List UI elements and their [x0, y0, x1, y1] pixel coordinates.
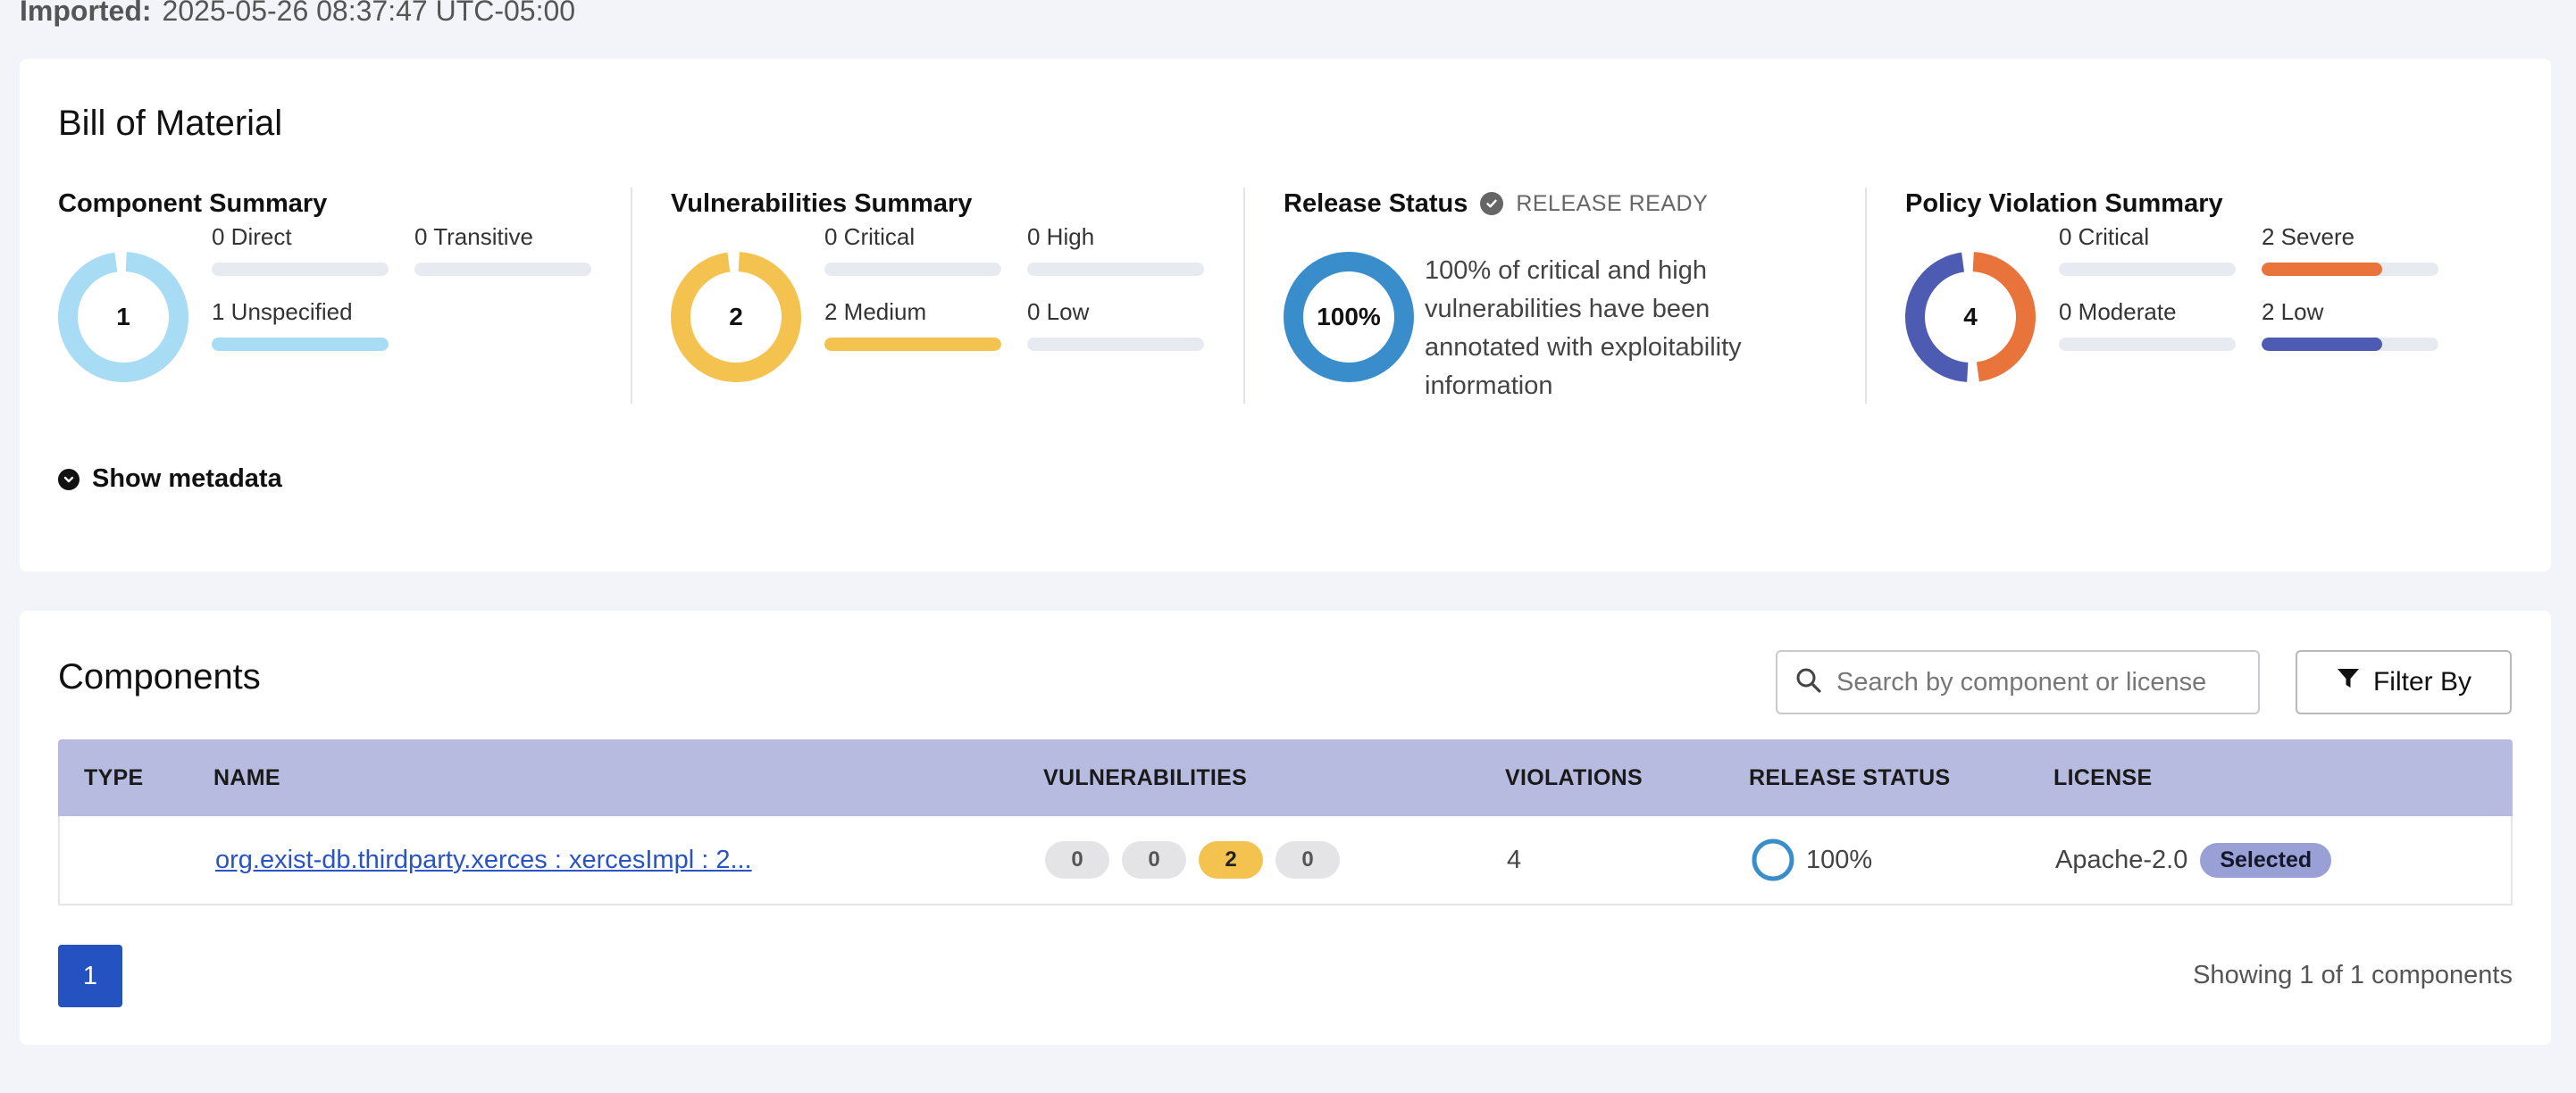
components-card: Components Filter By TYPE NAME VULNERABI…: [20, 611, 2551, 1045]
component-donut: 1: [57, 252, 188, 382]
imported-label: Imported:: [20, 0, 152, 27]
release-description: 100% of critical and high vulnerabilitie…: [1425, 256, 1742, 400]
column-header-type[interactable]: TYPE: [84, 764, 144, 790]
vulnerabilities-summary-title: Vulnerabilities Summary: [671, 188, 973, 218]
row-release-status: 100%: [1751, 816, 1872, 904]
section-divider: [1243, 188, 1245, 404]
release-ready-tag: RELEASE READY: [1516, 190, 1709, 216]
search-box[interactable]: [1776, 650, 2260, 714]
stat-vuln-high: 0 High: [1027, 223, 1204, 276]
license-selected-badge: Selected: [2200, 842, 2332, 878]
stat-vuln-low: 0 Low: [1027, 298, 1204, 351]
section-divider: [1865, 188, 1867, 404]
chevron-down-circle-icon: [58, 468, 79, 490]
stat-policy-severe: 2 Severe: [2262, 223, 2438, 276]
showing-count: Showing 1 of 1 components: [2193, 961, 2513, 989]
check-circle-icon: [1480, 192, 1504, 215]
row-release-percent: 100%: [1806, 845, 1873, 874]
stat-vuln-medium: 2 Medium: [824, 298, 1001, 351]
column-header-license[interactable]: LICENSE: [2053, 764, 2153, 790]
column-header-vulnerabilities[interactable]: VULNERABILITIES: [1043, 764, 1248, 790]
search-input[interactable]: [1836, 667, 2229, 697]
stat-policy-moderate: 0 Moderate: [2059, 298, 2236, 351]
policy-summary-title: Policy Violation Summary: [1905, 188, 2223, 218]
component-name-link[interactable]: org.exist-db.thirdparty.xerces : xercesI…: [215, 845, 752, 874]
pagination-page-1[interactable]: 1: [58, 945, 122, 1007]
release-status-title: Release Status: [1284, 188, 1468, 218]
components-title: Components: [58, 657, 261, 697]
show-metadata-toggle[interactable]: Show metadata: [58, 464, 282, 494]
components-table: TYPE NAME VULNERABILITIES VIOLATIONS REL…: [58, 739, 2513, 905]
row-name: org.exist-db.thirdparty.xerces : xercesI…: [215, 816, 752, 904]
release-status: Release Status RELEASE READY 100% 100% o…: [1284, 186, 1873, 427]
table-header: TYPE NAME VULNERABILITIES VIOLATIONS REL…: [58, 739, 2513, 816]
license-name: Apache-2.0: [2055, 845, 2188, 874]
release-donut: 100%: [1284, 252, 1414, 382]
release-status-heading: Release Status RELEASE READY: [1284, 186, 1873, 221]
search-icon: [1795, 667, 1822, 698]
column-header-name[interactable]: NAME: [213, 764, 280, 790]
column-header-release-status[interactable]: RELEASE STATUS: [1749, 764, 1951, 790]
stat-transitive: 0 Transitive: [414, 223, 591, 276]
component-summary: Component Summary 1 0 Direct 0 Transitiv…: [57, 186, 630, 427]
vulnerabilities-total: 2: [729, 303, 743, 330]
filter-icon: [2336, 666, 2361, 698]
row-vulnerabilities: 0 0 2 0: [1045, 816, 1352, 904]
release-percent: 100%: [1317, 303, 1381, 330]
vuln-critical-pill: 0: [1045, 841, 1109, 879]
section-divider: [631, 188, 632, 404]
filter-by-label: Filter By: [2372, 667, 2471, 697]
filter-by-button[interactable]: Filter By: [2296, 650, 2512, 714]
component-summary-title: Component Summary: [58, 188, 328, 218]
stat-direct: 0 Direct: [212, 223, 389, 276]
vulnerabilities-summary: Vulnerabilities Summary 2 0 Critical 0 H…: [671, 186, 1242, 427]
bom-title: Bill of Material: [58, 104, 283, 143]
component-total: 1: [116, 303, 130, 330]
column-header-violations[interactable]: VIOLATIONS: [1505, 764, 1643, 790]
stat-policy-low: 2 Low: [2262, 298, 2438, 351]
release-ring-icon: [1752, 839, 1794, 881]
vuln-low-pill: 0: [1275, 841, 1340, 879]
row-violations: 4: [1507, 845, 1522, 874]
bill-of-material-card: Bill of Material Component Summary 1 0 D…: [20, 59, 2551, 572]
stat-policy-critical: 0 Critical: [2059, 223, 2236, 276]
vulnerabilities-donut: 2: [671, 252, 801, 382]
table-row: org.exist-db.thirdparty.xerces : xercesI…: [58, 816, 2513, 905]
imported-value: 2025-05-26 08:37:47 UTC-05:00: [162, 0, 576, 27]
row-license: Apache-2.0 Selected: [2055, 816, 2332, 904]
vuln-medium-pill: 2: [1199, 841, 1263, 879]
policy-donut: 4: [1905, 252, 2036, 382]
policy-total: 4: [1963, 303, 1978, 330]
show-metadata-label: Show metadata: [92, 464, 282, 493]
stat-unspecified: 1 Unspecified: [212, 298, 389, 351]
imported-info: Imported: 2025-05-26 08:37:47 UTC-05:00: [20, 0, 575, 28]
vuln-high-pill: 0: [1122, 841, 1186, 879]
stat-vuln-critical: 0 Critical: [824, 223, 1001, 276]
policy-violation-summary: Policy Violation Summary 4 0 Critical 2 …: [1905, 186, 2513, 427]
